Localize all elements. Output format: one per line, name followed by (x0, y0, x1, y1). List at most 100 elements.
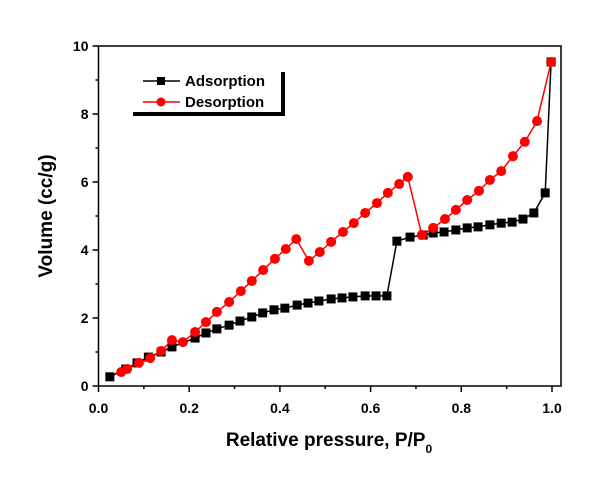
x-tick-label: 0.2 (179, 400, 199, 416)
y-axis-ticks: 0 2 4 6 8 10 (73, 38, 99, 394)
data-point-desorption (484, 174, 495, 185)
data-point-adsorption (292, 300, 302, 310)
series-layer (105, 56, 557, 382)
data-point-adsorption (235, 316, 245, 326)
data-point-adsorption (348, 292, 358, 302)
data-point-desorption (360, 207, 371, 218)
y-tick-label: 4 (81, 242, 89, 258)
x-axis-title: Relative pressure, P/P0 (226, 430, 433, 456)
data-point-adsorption (190, 333, 200, 343)
data-point-desorption (519, 136, 530, 147)
data-point-desorption (269, 253, 280, 264)
data-point-desorption (382, 187, 393, 198)
data-point-adsorption (212, 324, 222, 334)
data-point-adsorption (326, 294, 336, 304)
data-point-adsorption (371, 291, 381, 301)
legend-item-adsorption: Adsorption (143, 73, 265, 90)
data-point-adsorption (405, 232, 415, 242)
y-tick-label: 2 (81, 310, 89, 326)
legend-marker-square-icon (157, 77, 165, 85)
data-point-desorption (145, 353, 156, 364)
data-point-adsorption (462, 223, 472, 233)
data-point-desorption (211, 306, 222, 317)
data-point-adsorption (258, 308, 268, 318)
data-point-desorption (450, 204, 461, 215)
data-point-adsorption (167, 342, 177, 352)
data-point-desorption (200, 317, 211, 328)
data-point-adsorption (303, 298, 313, 308)
data-point-desorption (258, 265, 269, 276)
data-point-desorption (235, 286, 246, 297)
data-point-adsorption (529, 208, 539, 218)
data-point-desorption (280, 243, 291, 254)
data-point-desorption (166, 335, 177, 346)
data-point-adsorption (224, 320, 234, 330)
data-point-adsorption (540, 188, 550, 198)
data-point-adsorption (485, 220, 495, 230)
data-point-desorption (133, 357, 144, 368)
legend-label-adsorption: Adsorption (185, 73, 265, 90)
legend-item-desorption: Desorption (143, 94, 264, 111)
x-axis-title-subscript: 0 (425, 442, 432, 456)
data-point-desorption (439, 214, 450, 225)
series-desorption (116, 56, 557, 378)
data-point-adsorption (496, 218, 506, 228)
legend-box (129, 68, 281, 112)
data-point-desorption (428, 222, 439, 233)
x-tick-label: 0.4 (270, 400, 290, 416)
data-point-desorption (246, 275, 257, 286)
data-point-desorption (314, 247, 325, 258)
x-tick-label: 0.0 (89, 400, 109, 416)
data-point-adsorption (439, 227, 449, 237)
data-point-desorption (190, 326, 201, 337)
x-axis-title-main: Relative pressure, P/P (226, 430, 426, 451)
data-point-adsorption (451, 225, 461, 235)
y-tick-label: 6 (81, 174, 89, 190)
data-point-desorption (473, 185, 484, 196)
data-point-adsorption (507, 217, 517, 227)
data-point-desorption (116, 367, 127, 378)
data-point-desorption (462, 195, 473, 206)
legend-label-desorption: Desorption (185, 94, 264, 111)
data-point-desorption (402, 171, 413, 182)
data-point-adsorption (337, 293, 347, 303)
data-point-desorption (507, 151, 518, 162)
data-point-adsorption (392, 236, 402, 246)
legend-marker-circle-icon (156, 97, 166, 107)
legend: Adsorption Desorption (129, 68, 285, 116)
data-point-desorption (177, 337, 188, 348)
data-point-adsorption (382, 291, 392, 301)
data-point-desorption (156, 345, 167, 356)
data-point-desorption (337, 226, 348, 237)
data-point-desorption (416, 230, 427, 241)
data-point-adsorption (518, 214, 528, 224)
data-point-desorption (291, 234, 302, 245)
data-point-adsorption (428, 228, 438, 238)
data-point-adsorption (360, 291, 370, 301)
data-point-desorption (394, 179, 405, 190)
data-point-desorption (224, 297, 235, 308)
data-point-desorption (326, 236, 337, 247)
y-tick-label: 8 (81, 106, 89, 122)
y-axis-title: Volume (cc/g) (36, 154, 57, 277)
data-point-adsorption (105, 372, 115, 382)
data-point-desorption (496, 166, 507, 177)
data-point-adsorption (269, 305, 279, 315)
data-point-desorption (348, 218, 359, 229)
x-axis-ticks: 0.0 0.2 0.4 0.6 0.8 1.0 (89, 386, 562, 416)
x-tick-label: 1.0 (542, 400, 562, 416)
x-tick-label: 0.8 (452, 400, 472, 416)
x-tick-label: 0.6 (361, 400, 381, 416)
data-point-desorption (303, 255, 314, 266)
data-point-desorption (532, 116, 543, 127)
data-point-desorption (546, 56, 557, 67)
data-point-adsorption (314, 296, 324, 306)
data-point-adsorption (280, 303, 290, 313)
y-tick-label: 0 (81, 378, 89, 394)
data-point-adsorption (247, 312, 257, 322)
data-point-adsorption (473, 222, 483, 232)
data-point-adsorption (201, 328, 211, 338)
data-point-desorption (371, 198, 382, 209)
y-tick-label: 10 (73, 38, 89, 54)
